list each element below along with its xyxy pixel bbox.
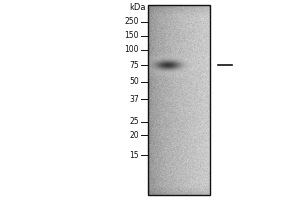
Text: 15: 15 [129,150,139,160]
Text: 50: 50 [129,77,139,86]
Bar [148,5,210,195]
Text: 250: 250 [124,18,139,26]
Text: 20: 20 [129,130,139,140]
Text: 75: 75 [129,60,139,70]
Text: 150: 150 [124,31,139,40]
Text: kDa: kDa [130,3,146,12]
Text: 37: 37 [129,95,139,104]
Text: 100: 100 [124,46,139,54]
Text: 25: 25 [129,117,139,127]
